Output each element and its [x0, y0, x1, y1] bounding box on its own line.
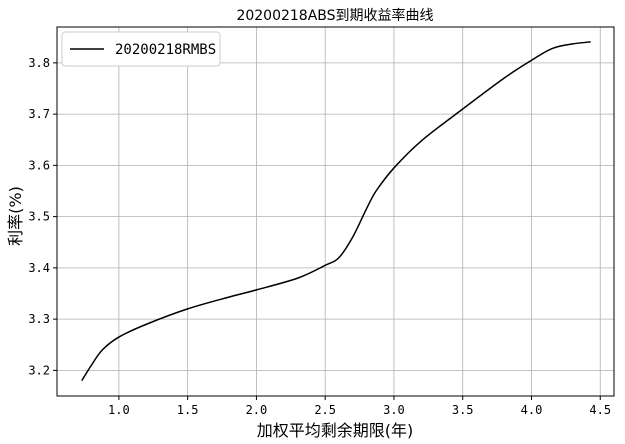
- y-tick-label: 3.7: [28, 107, 50, 121]
- y-tick-label: 3.5: [28, 210, 50, 224]
- y-tick-label: 3.2: [28, 363, 50, 377]
- x-tick-label: 2.0: [246, 403, 268, 417]
- legend-box: [61, 31, 221, 67]
- y-axis-label: 利率(%): [6, 186, 25, 246]
- x-tick-label: 3.5: [452, 403, 474, 417]
- grid: [57, 27, 614, 396]
- y-tick-label: 3.3: [28, 312, 50, 326]
- x-tick-label: 4.5: [589, 403, 611, 417]
- plot-frame: [56, 26, 615, 397]
- series-layer: [81, 41, 591, 382]
- legend: 20200218RMBS: [61, 31, 221, 67]
- series-line: [81, 41, 591, 382]
- legend-label: 20200218RMBS: [115, 42, 216, 58]
- x-tick-label: 2.5: [314, 403, 336, 417]
- y-tick-label: 3.8: [28, 56, 50, 70]
- x-tick-label: 1.5: [177, 403, 199, 417]
- x-tick-label: 1.0: [108, 403, 130, 417]
- y-tick-label: 3.6: [28, 158, 50, 172]
- x-tick-label: 4.0: [521, 403, 543, 417]
- x-axis-label: 加权平均剩余期限(年): [257, 421, 414, 440]
- x-tick-label: 3.0: [383, 403, 405, 417]
- y-tick-label: 3.4: [28, 261, 50, 275]
- chart-title: 20200218ABS到期收益率曲线: [236, 7, 433, 24]
- x-axis: 1.0 1.5 2.0 2.5 3.0 3.5 4.0 4.5: [108, 396, 611, 417]
- y-axis: 3.2 3.3 3.4 3.5 3.6 3.7 3.8: [28, 56, 57, 377]
